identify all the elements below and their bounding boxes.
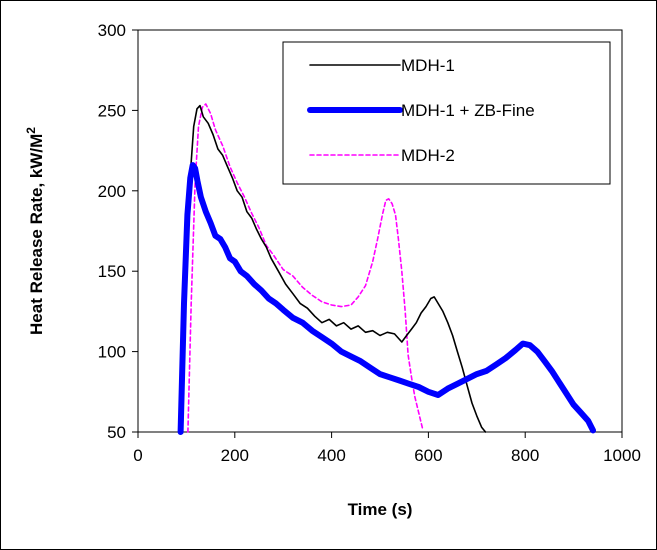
x-tick-label: 400 bbox=[317, 446, 345, 465]
series-lines bbox=[177, 103, 596, 435]
y-tick-label: 300 bbox=[98, 21, 126, 40]
legend: MDH-1 MDH-1 + ZB-Fine MDH-2 bbox=[282, 41, 611, 185]
x-tick-label: 600 bbox=[414, 446, 442, 465]
x-tick-label: 200 bbox=[221, 446, 249, 465]
series-line-mdh-1 bbox=[181, 104, 487, 433]
y-axis-title-superscript: 2 bbox=[24, 127, 38, 134]
legend-label: MDH-1 bbox=[401, 56, 455, 75]
y-tick-label: 100 bbox=[98, 343, 126, 362]
y-tick-label: 50 bbox=[107, 423, 126, 442]
axis-ticks bbox=[132, 29, 623, 438]
y-tick-label: 150 bbox=[98, 262, 126, 281]
x-axis-title: Time (s) bbox=[348, 500, 413, 519]
plot-area bbox=[137, 29, 623, 433]
legend-label: MDH-2 bbox=[401, 146, 455, 165]
series-line-mdh-1-zb-fine bbox=[177, 162, 596, 435]
x-tick-label: 0 bbox=[133, 446, 142, 465]
legend-label: MDH-1 + ZB-Fine bbox=[401, 101, 535, 120]
legend-items: MDH-1 MDH-1 + ZB-Fine MDH-2 bbox=[307, 56, 535, 165]
y-tick-label: 250 bbox=[98, 101, 126, 120]
x-tick-label: 1000 bbox=[603, 446, 641, 465]
series-line-mdh-2 bbox=[187, 103, 424, 433]
y-axis-title: Heat Release Rate, kW/M2 bbox=[24, 127, 46, 335]
tick-labels: 0 200 400 600 800 1000 50 100 150 200 250 300 bbox=[98, 21, 641, 465]
y-tick-label: 200 bbox=[98, 182, 126, 201]
y-axis-title-main: Heat Release Rate, kW/M bbox=[27, 134, 46, 335]
x-tick-label: 800 bbox=[511, 446, 539, 465]
